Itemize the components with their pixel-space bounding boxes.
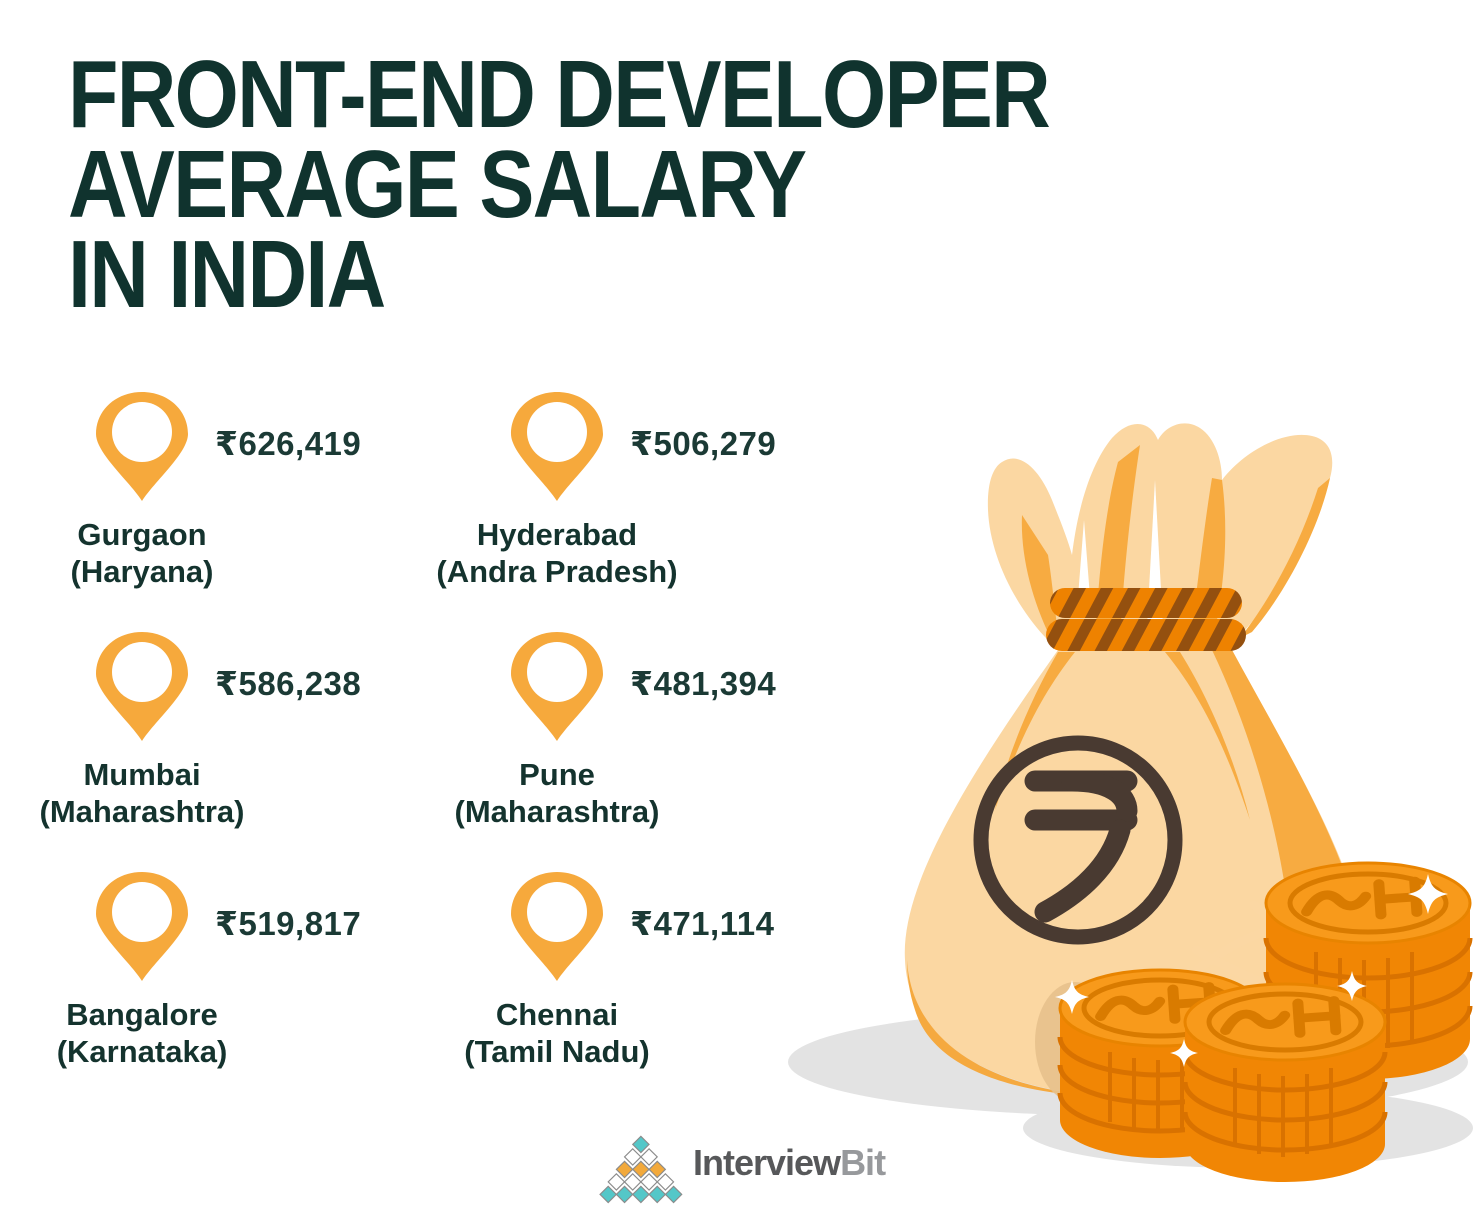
city-label: Chennai: [495, 997, 619, 1032]
city-label: Mumbai: [83, 757, 201, 792]
place-label: Pune (Maharashtra): [377, 756, 737, 830]
salary-entry-chennai: ₹471,114 Chennai (Tamil Nadu): [464, 868, 885, 1086]
place-label: Bangalore (Karnataka): [0, 996, 322, 1070]
coin-stack-front-right: [1182, 982, 1388, 1182]
brand-logo: InterviewBit: [593, 1128, 993, 1208]
region-label: (Maharashtra): [39, 794, 245, 829]
region-label: (Tamil Nadu): [464, 1034, 650, 1069]
location-pin-icon: [511, 872, 603, 981]
money-bag-illustration: [788, 423, 1473, 1182]
region-label: (Maharashtra): [454, 794, 660, 829]
salary-value: ₹481,394: [630, 665, 777, 702]
salary-entry-bangalore: ₹519,817 Bangalore (Karnataka): [57, 868, 470, 1086]
salary-value: ₹519,817: [215, 905, 362, 942]
brand-name-secondary: Bit: [840, 1142, 886, 1183]
rupee-emblem: [973, 735, 1183, 945]
rupee-symbol: [1024, 770, 1138, 923]
title-line-1: FRONT-END DEVELOPER: [68, 41, 1051, 148]
logo-pyramid-icon: [599, 1135, 683, 1204]
region-label: (Haryana): [70, 554, 214, 589]
region-label: (Andra Pradesh): [436, 554, 678, 589]
city-label: Bangalore: [66, 997, 218, 1032]
location-pin-icon: [96, 392, 188, 501]
bag-rope: [1046, 588, 1246, 651]
brand-name: InterviewBit: [693, 1142, 886, 1184]
location-pin-icon: [96, 872, 188, 981]
city-label: Hyderabad: [476, 517, 638, 552]
brand-name-primary: Interview: [693, 1142, 841, 1183]
coin-rupee-mark: [1220, 996, 1342, 1038]
place-label: Hyderabad (Andra Pradesh): [377, 516, 737, 590]
title-line-2: AVERAGE SALARY: [68, 131, 807, 238]
location-pin-icon: [511, 392, 603, 501]
city-label: Gurgaon: [77, 517, 207, 552]
coin-rupee-mark: [1301, 876, 1423, 920]
city-label: Pune: [519, 757, 595, 792]
salary-value: ₹506,279: [630, 425, 777, 462]
place-label: Gurgaon (Haryana): [0, 516, 322, 590]
page-title: FRONT-END DEVELOPER AVERAGE SALARY IN IN…: [68, 41, 1051, 328]
salary-entry-pune: ₹481,394 Pune (Maharashtra): [455, 628, 885, 846]
place-label: Chennai (Tamil Nadu): [377, 996, 737, 1070]
location-pin-icon: [96, 632, 188, 741]
salary-entry-mumbai: ₹586,238 Mumbai (Maharashtra): [40, 628, 470, 846]
salary-value: ₹586,238: [215, 665, 362, 702]
salary-value: ₹471,114: [630, 905, 775, 942]
location-pin-icon: [511, 632, 603, 741]
salary-entry-hyderabad: ₹506,279 Hyderabad (Andra Pradesh): [436, 388, 885, 606]
title-line-3: IN INDIA: [68, 221, 386, 328]
emblem-ring: [973, 735, 1183, 945]
place-label: Mumbai (Maharashtra): [0, 756, 322, 830]
salary-value: ₹626,419: [215, 425, 362, 462]
salary-entry-gurgaon: ₹626,419 Gurgaon (Haryana): [70, 388, 470, 606]
region-label: (Karnataka): [56, 1034, 228, 1069]
